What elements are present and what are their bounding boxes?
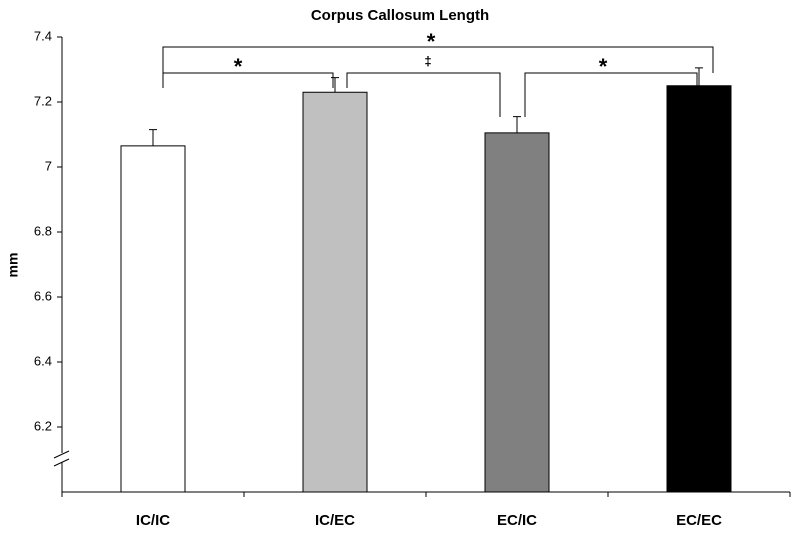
x-tick-label: IC/EC [315,512,355,529]
y-axis-label: mm [5,253,21,278]
significance-mark: * [427,29,436,54]
significance-bracket [524,72,698,117]
significance-bracket [162,72,334,88]
axis-break [53,458,70,467]
axis-break [53,450,70,459]
bar [666,85,732,493]
y-tick-label: 7.4 [34,28,52,43]
y-tick-label: 6.8 [34,223,52,238]
significance-bracket [346,72,501,117]
significance-mark: * [234,54,243,79]
y-tick-label: 7.2 [34,93,52,108]
y-tick-label: 6.6 [34,288,52,303]
y-tick-label: 6.2 [34,418,52,433]
significance-mark: ‡ [424,53,431,68]
x-tick-label: EC/IC [497,512,537,529]
bar [484,132,550,493]
bar [120,145,186,493]
bar [302,91,368,493]
chart-title: Corpus Callosum Length [311,7,489,24]
y-tick-label: 7 [45,158,52,173]
significance-bracket [162,46,714,73]
x-tick-label: EC/EC [676,512,722,529]
y-tick-label: 6.4 [34,353,52,368]
x-tick-label: IC/IC [136,512,170,529]
significance-mark: * [599,54,608,79]
